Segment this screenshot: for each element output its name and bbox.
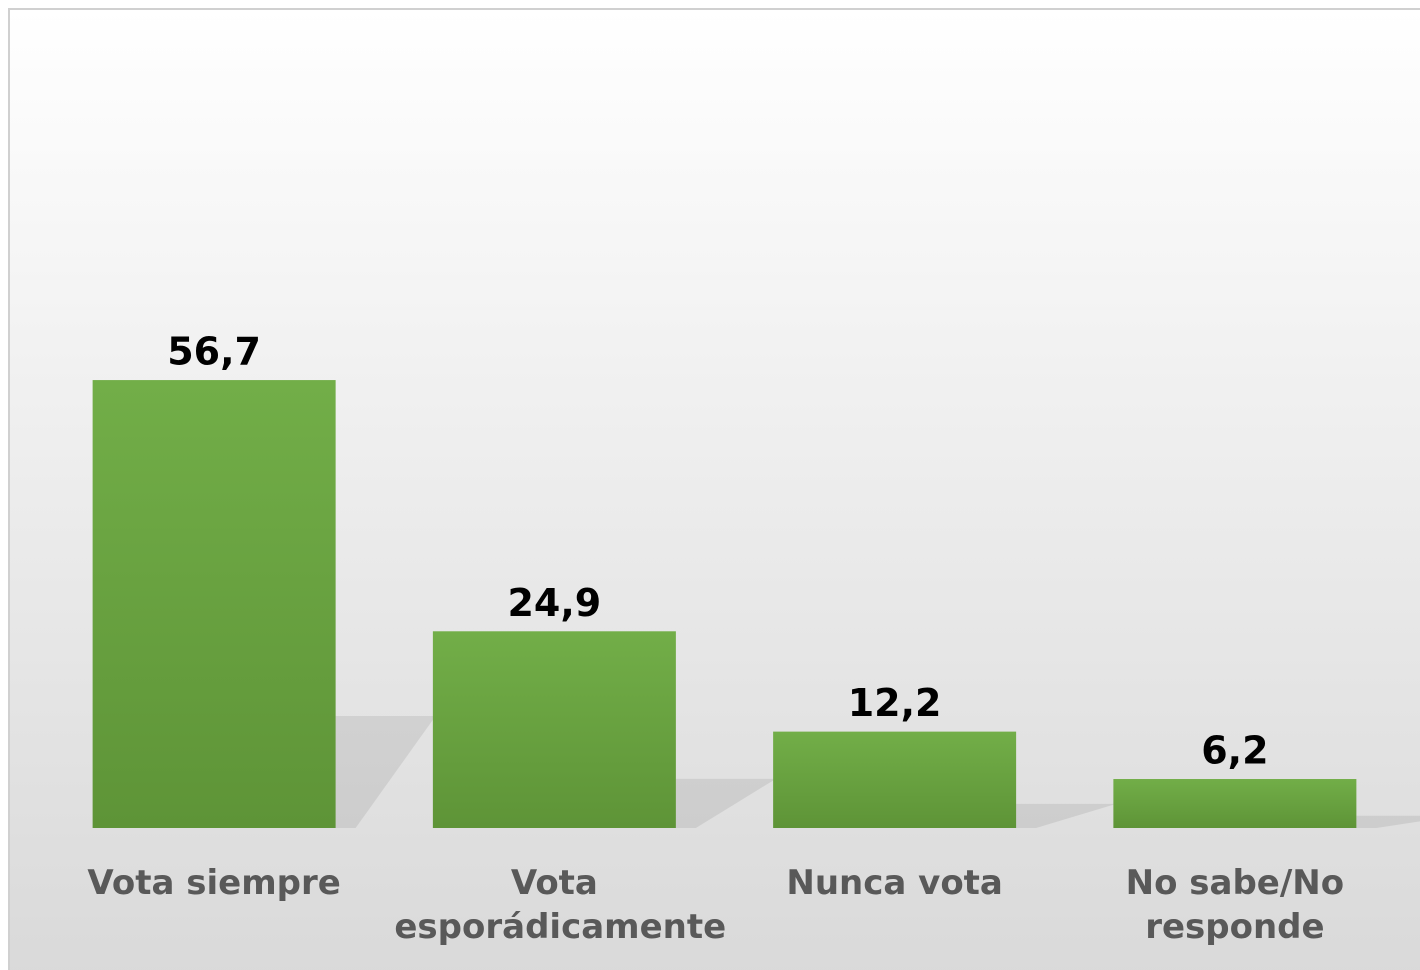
value-label: 12,2: [848, 681, 942, 725]
bar: [92, 380, 336, 828]
bar-shadow: [1356, 815, 1420, 828]
value-label: 56,7: [167, 330, 261, 374]
x-tick-label: Vota esporádicamente: [394, 863, 727, 947]
value-label: 24,9: [507, 581, 601, 625]
bar: [432, 631, 676, 828]
bar-shadow: [335, 716, 436, 828]
value-label: 6,2: [1201, 729, 1268, 773]
bar: [1113, 779, 1357, 828]
bar: [773, 731, 1017, 828]
bar-shadow: [675, 778, 776, 828]
x-tick-label: Vota siempre: [87, 863, 341, 903]
x-tick-label: No sabe/No responde: [1125, 863, 1345, 947]
x-tick-label: Nunca vota: [786, 863, 1003, 903]
bar-shadow: [1016, 803, 1117, 828]
